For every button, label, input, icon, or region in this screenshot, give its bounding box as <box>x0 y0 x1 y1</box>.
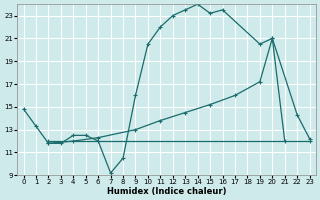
X-axis label: Humidex (Indice chaleur): Humidex (Indice chaleur) <box>107 187 226 196</box>
